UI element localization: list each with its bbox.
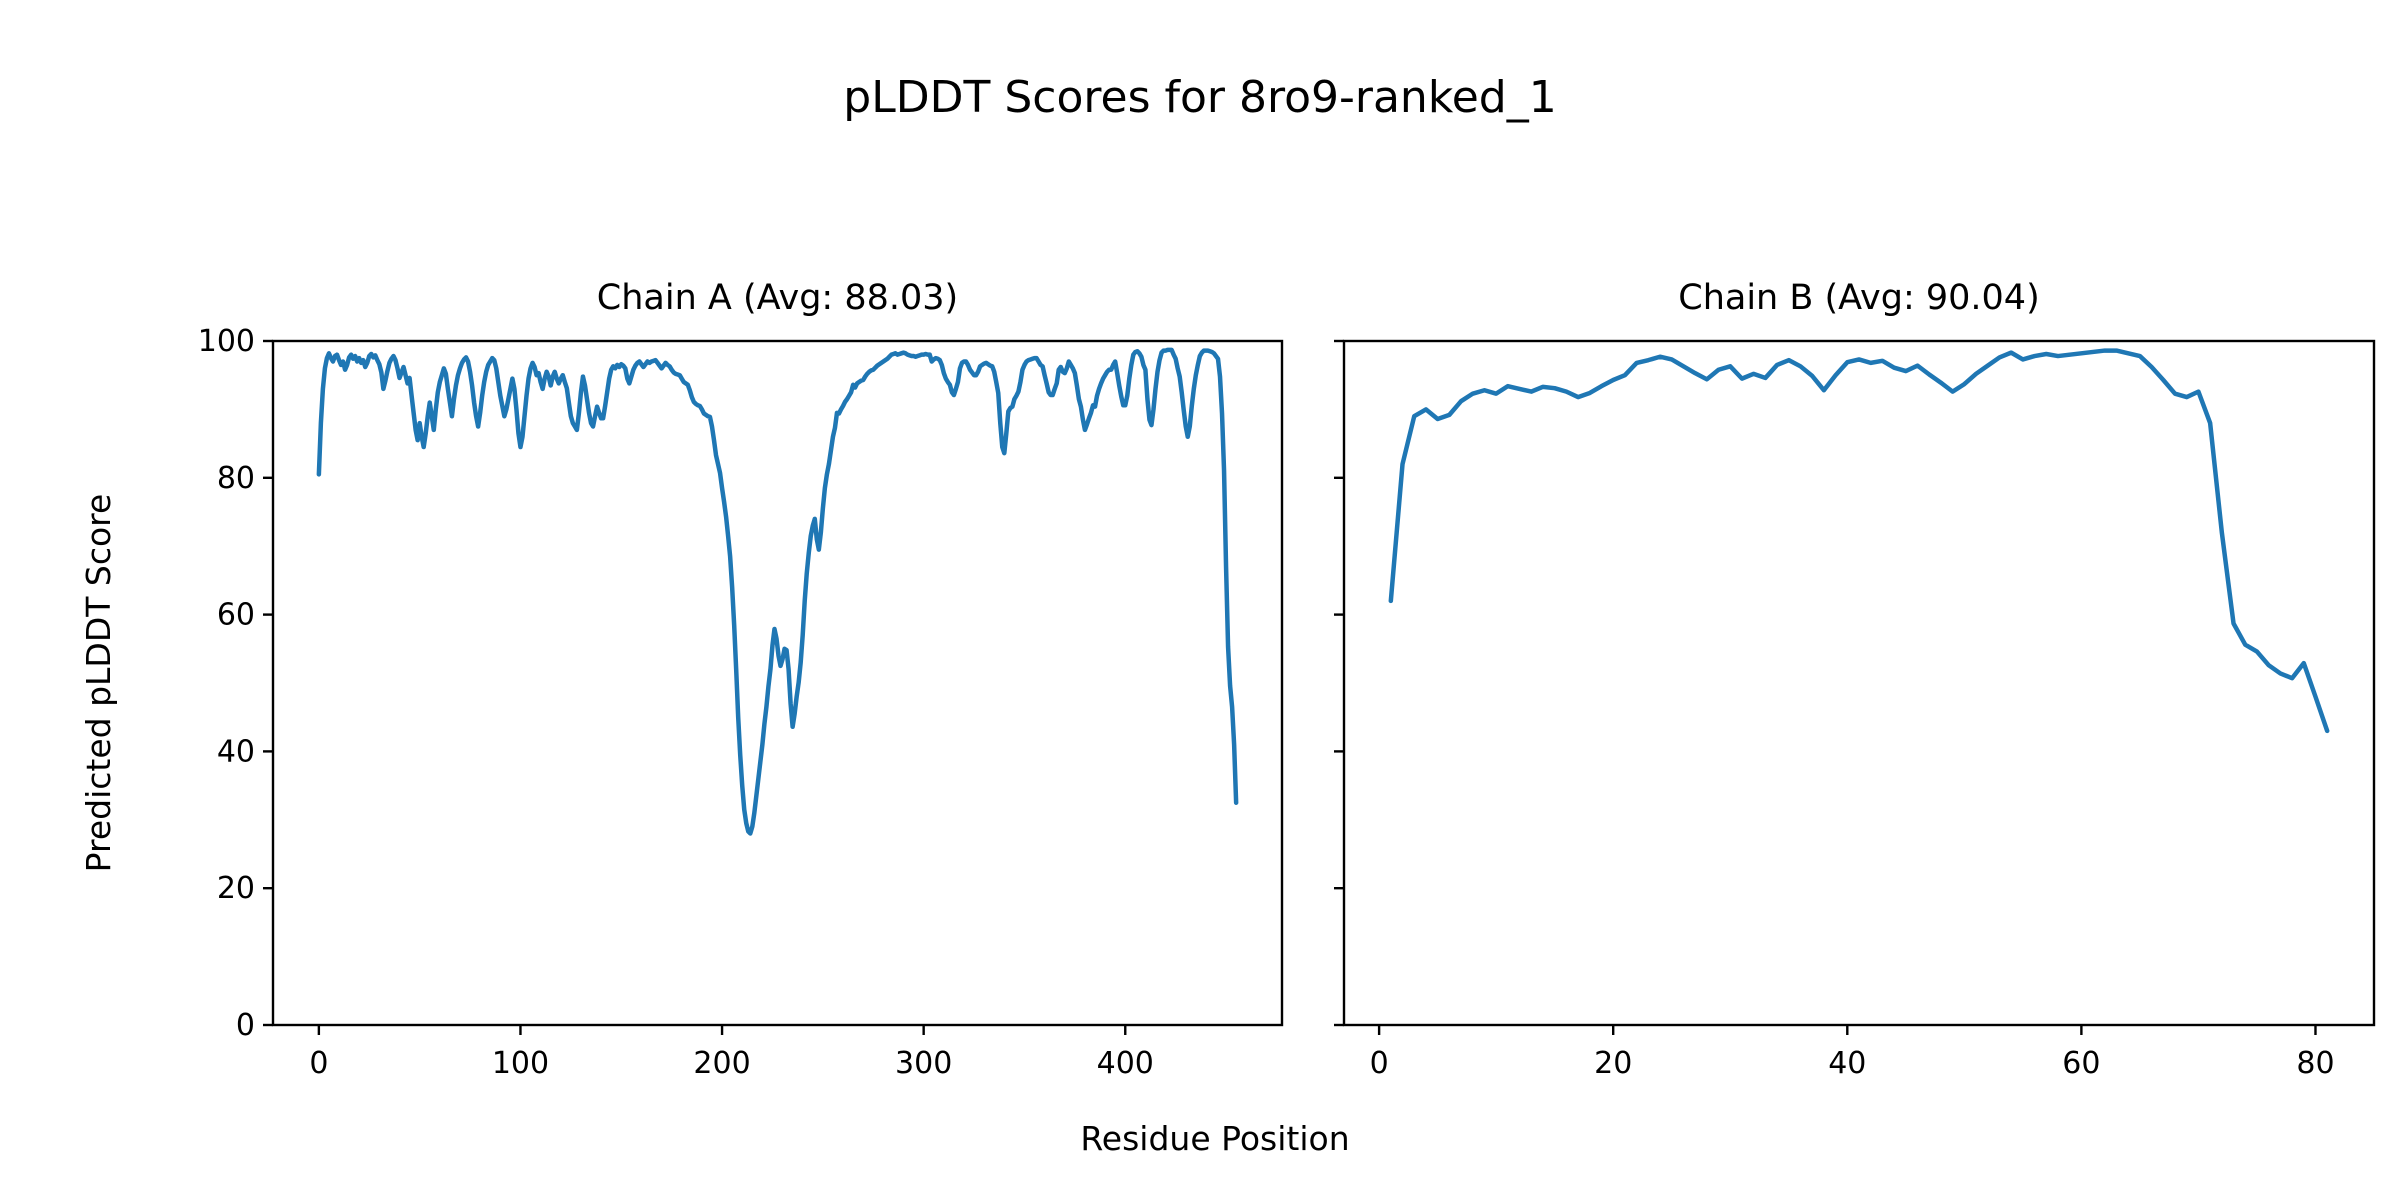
- x-tick-label: 80: [2296, 1046, 2334, 1081]
- plddt-line-chain-b: [1388, 348, 2330, 734]
- plddt-line-chain-a: [316, 347, 1239, 836]
- x-tick-label: 40: [1828, 1046, 1866, 1081]
- x-tick-label: 400: [1097, 1046, 1154, 1081]
- plot-frame-chain-b: [1342, 339, 2376, 1027]
- x-tick-label: 200: [693, 1046, 750, 1081]
- subplot-title-chain-b: Chain B (Avg: 90.04): [1678, 278, 2039, 318]
- y-tick-label: 20: [217, 871, 255, 906]
- figure-title: pLDDT Scores for 8ro9-ranked_1: [843, 72, 1556, 123]
- x-tick-label: 0: [309, 1046, 328, 1081]
- subplot-chain-a: Chain A (Avg: 88.03) 0 100 200 300 400 0 20 40…: [198, 278, 1284, 1081]
- y-axis-ticks-chain-a: 0 20 40 60 80 100: [198, 324, 273, 1043]
- y-tick-label: 60: [217, 598, 255, 633]
- subplot-title-chain-a: Chain A (Avg: 88.03): [597, 278, 958, 318]
- x-tick-label: 300: [895, 1046, 952, 1081]
- y-axis-ticks-chain-b: [1334, 339, 1344, 1027]
- x-tick-label: 0: [1370, 1046, 1389, 1081]
- x-axis-label: Residue Position: [1080, 1119, 1349, 1158]
- plot-frame-chain-a: [271, 339, 1284, 1027]
- x-axis-ticks-chain-b: 0 20 40 60 80: [1370, 1025, 2335, 1081]
- y-tick-label: 40: [217, 734, 255, 769]
- subplot-chain-b: Chain B (Avg: 90.04) 0 20 40 60 80: [1334, 278, 2376, 1081]
- x-tick-label: 100: [492, 1046, 549, 1081]
- y-axis-label: Predicted pLDDT Score: [79, 494, 118, 873]
- x-axis-ticks-chain-a: 0 100 200 300 400: [309, 1025, 1154, 1081]
- y-tick-label: 80: [217, 461, 255, 496]
- x-tick-label: 60: [2062, 1046, 2100, 1081]
- y-tick-label: 0: [236, 1008, 255, 1043]
- y-tick-label: 100: [198, 324, 255, 359]
- x-tick-label: 20: [1594, 1046, 1632, 1081]
